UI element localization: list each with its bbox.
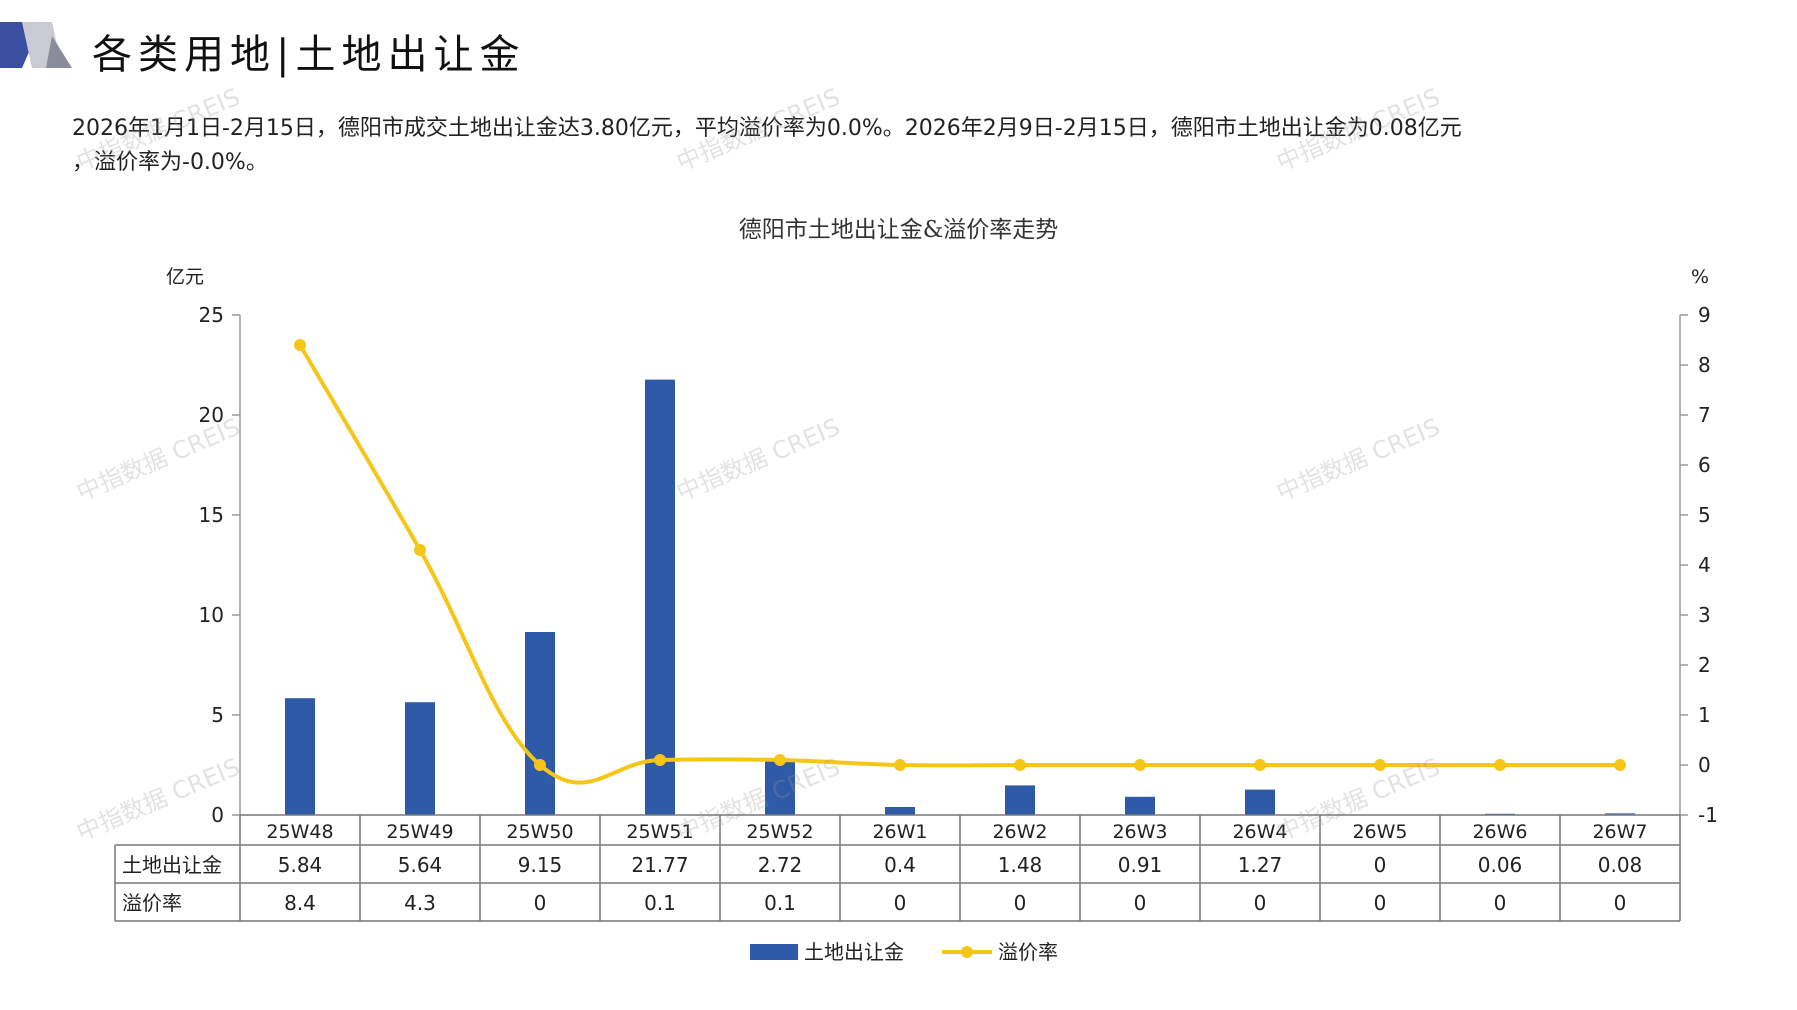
bar-26W7	[1605, 813, 1635, 815]
category-label: 26W5	[1352, 821, 1407, 843]
left-tick-label: 0	[211, 803, 224, 827]
table-row-header-premium-rate: 溢价率	[122, 891, 182, 915]
point-26W5	[1374, 759, 1386, 771]
right-tick-label: 2	[1698, 653, 1711, 677]
table-cell-land-fee: 0.08	[1598, 853, 1643, 877]
category-label: 25W49	[386, 821, 453, 843]
table-cell-land-fee: 1.48	[998, 853, 1043, 877]
right-tick-label: 5	[1698, 503, 1711, 527]
category-label: 26W3	[1112, 821, 1167, 843]
right-tick-label: 6	[1698, 453, 1711, 477]
header: 各类用地|土地出让金	[0, 18, 700, 78]
summary-line-1: 2026年1月1日-2月15日，德阳市成交土地出让金达3.80亿元，平均溢价率为…	[72, 116, 1462, 141]
table-cell-premium-rate: 0.1	[644, 891, 676, 915]
point-25W52	[774, 754, 786, 766]
point-26W2	[1014, 759, 1026, 771]
right-tick-label: 1	[1698, 703, 1711, 727]
table-cell-land-fee: 0.4	[884, 853, 916, 877]
left-tick-label: 5	[211, 703, 224, 727]
left-tick-label: 15	[199, 503, 224, 527]
point-26W4	[1254, 759, 1266, 771]
table-cell-land-fee: 1.27	[1238, 853, 1283, 877]
table-cell-premium-rate: 0	[1494, 891, 1507, 915]
category-label: 25W48	[266, 821, 333, 843]
series-line-premium-rate	[298, 343, 1620, 785]
right-axis-unit: %	[1691, 266, 1709, 288]
bar-25W48	[285, 698, 315, 815]
point-25W49	[414, 544, 426, 556]
summary-line-2: ，溢价率为-0.0%。	[72, 150, 268, 175]
left-tick-label: 20	[199, 403, 224, 427]
left-axis-unit: 亿元	[166, 266, 204, 288]
bar-25W51	[645, 379, 675, 815]
right-tick-label: 3	[1698, 603, 1711, 627]
table-cell-premium-rate: 0	[1134, 891, 1147, 915]
category-label: 25W50	[506, 821, 573, 843]
category-label: 26W2	[992, 821, 1047, 843]
table-cell-land-fee: 0.06	[1478, 853, 1523, 877]
table-cell-land-fee: 2.72	[758, 853, 803, 877]
point-25W51	[654, 754, 666, 766]
summary-text: 2026年1月1日-2月15日，德阳市成交土地出让金达3.80亿元，平均溢价率为…	[72, 112, 1752, 180]
table-cell-premium-rate: 0	[894, 891, 907, 915]
table-cell-premium-rate: 0	[1254, 891, 1267, 915]
category-label: 25W52	[746, 821, 813, 843]
category-label: 26W7	[1592, 821, 1647, 843]
table-cell-land-fee: 21.77	[631, 853, 688, 877]
category-label: 26W1	[872, 821, 927, 843]
table-cell-land-fee: 0	[1374, 853, 1387, 877]
table-cell-premium-rate: 4.3	[404, 891, 436, 915]
point-26W6	[1494, 759, 1506, 771]
bar-26W3	[1125, 796, 1155, 815]
legend-label-premium-rate: 溢价率	[998, 940, 1058, 964]
legend-marker-premium-rate	[961, 946, 973, 958]
table-cell-premium-rate: 8.4	[284, 891, 316, 915]
legend-swatch-land-fee	[750, 944, 798, 960]
right-tick-label: 0	[1698, 753, 1711, 777]
right-tick-label: 4	[1698, 553, 1711, 577]
table-cell-land-fee: 5.64	[398, 853, 443, 877]
point-26W7	[1614, 759, 1626, 771]
right-tick-label: 8	[1698, 353, 1711, 377]
chart-title: 德阳市土地出让金&溢价率走势	[738, 217, 1059, 243]
table-cell-premium-rate: 0	[534, 891, 547, 915]
page-title: 各类用地|土地出让金	[92, 32, 526, 78]
bar-26W4	[1245, 789, 1275, 815]
table-cell-premium-rate: 0	[1014, 891, 1027, 915]
right-tick-label: 7	[1698, 403, 1711, 427]
point-26W1	[894, 759, 906, 771]
category-label: 26W6	[1472, 821, 1527, 843]
category-label: 25W51	[626, 821, 693, 843]
table-cell-premium-rate: 0.1	[764, 891, 796, 915]
bar-25W50	[525, 632, 555, 815]
point-25W48	[294, 339, 306, 351]
category-label: 26W4	[1232, 821, 1287, 843]
bar-26W1	[885, 807, 915, 815]
left-tick-label: 25	[199, 303, 224, 327]
bar-26W2	[1005, 785, 1035, 815]
table-cell-premium-rate: 0	[1614, 891, 1627, 915]
point-26W3	[1134, 759, 1146, 771]
table-row-header-land-fee: 土地出让金	[122, 853, 222, 877]
table-cell-land-fee: 9.15	[518, 853, 563, 877]
logo-icon	[0, 22, 72, 68]
left-tick-label: 10	[199, 603, 224, 627]
bar-25W52	[765, 760, 795, 815]
table-cell-land-fee: 0.91	[1118, 853, 1163, 877]
legend-label-land-fee: 土地出让金	[804, 940, 904, 964]
right-tick-label: 9	[1698, 303, 1711, 327]
table-cell-premium-rate: 0	[1374, 891, 1387, 915]
table-cell-land-fee: 5.84	[278, 853, 323, 877]
right-tick-label: -1	[1698, 803, 1718, 827]
bar-25W49	[405, 702, 435, 815]
point-25W50	[534, 759, 546, 771]
